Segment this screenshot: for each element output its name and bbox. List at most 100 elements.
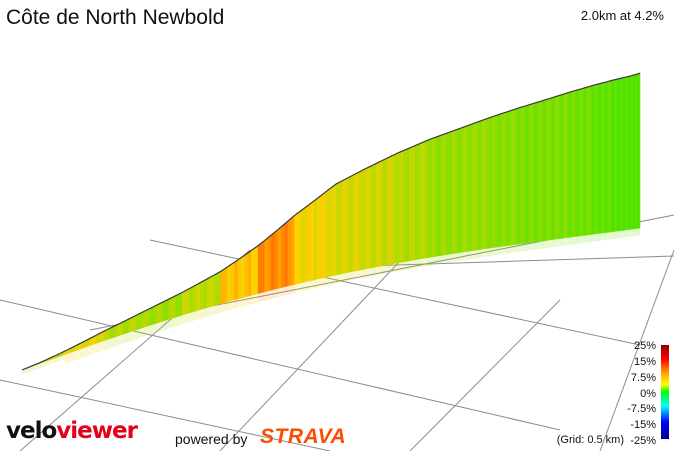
profile-segment: [432, 136, 436, 258]
profile-segment: [437, 134, 442, 257]
shadow-segment: [231, 299, 235, 310]
shadow-segment: [388, 263, 392, 273]
profile-segment: [546, 98, 550, 241]
veloviewer-logo[interactable]: veloviewer: [6, 418, 138, 448]
shadow-segment: [510, 244, 514, 254]
shadow-segment: [490, 247, 493, 257]
profile-segment: [406, 147, 410, 262]
profile-segment: [397, 151, 401, 264]
shadow-segment: [441, 255, 444, 264]
shadow-segment: [618, 230, 621, 239]
shadow-segment: [429, 256, 433, 266]
shadow-segment: [63, 353, 68, 364]
shadow-segment: [601, 232, 604, 241]
profile-segment: [489, 116, 494, 249]
profile-segment: [400, 150, 404, 263]
shadow-segment: [634, 228, 636, 237]
legend-label-7-5: 7.5%: [630, 372, 656, 384]
shadow-segment: [391, 263, 395, 273]
shadow-segment: [74, 349, 79, 361]
shadow-segment: [125, 332, 130, 343]
shadow-segment: [29, 365, 34, 372]
shadow-segment: [207, 306, 211, 317]
shadow-segment: [301, 282, 305, 292]
profile-segment: [300, 207, 305, 284]
shadow-segment: [140, 327, 144, 338]
profile-segment: [244, 252, 249, 298]
shadow-segment: [268, 290, 272, 300]
profile-segment: [290, 214, 295, 286]
profile-segment: [391, 154, 395, 265]
profile-segment: [454, 128, 459, 254]
shadow-segment: [165, 319, 169, 330]
shadow-segment: [78, 348, 82, 360]
shadow-segment: [370, 267, 374, 277]
shadow-segment: [466, 251, 469, 260]
shadow-segment: [310, 279, 314, 290]
legend-label-25: 25%: [633, 340, 656, 352]
shadow-segment: [394, 262, 398, 272]
profile-segment: [332, 183, 337, 276]
shadow-segment: [52, 357, 56, 364]
shadow-segment: [455, 252, 458, 262]
shadow-segment: [92, 343, 97, 355]
shadow-segment: [505, 245, 509, 254]
profile-segment: [500, 112, 504, 247]
profile-segment: [251, 247, 256, 296]
shadow-segment: [608, 231, 611, 240]
profile-segment: [345, 176, 350, 274]
profile-segment: [264, 236, 269, 293]
profile-segment: [281, 223, 286, 288]
shadow-segment: [492, 247, 496, 256]
shadow-segment: [261, 291, 265, 302]
shadow-segment: [251, 294, 255, 305]
shadow-segment: [518, 243, 521, 252]
shadow-segment: [294, 283, 298, 294]
profile-segment: [412, 145, 416, 261]
shadow-segment: [111, 336, 115, 348]
legend-label-15: 15%: [633, 356, 656, 368]
profile-segment: [443, 132, 448, 256]
profile-segment: [539, 100, 543, 242]
profile-segment: [479, 119, 483, 250]
shadow-segment: [44, 360, 49, 367]
profile-segment: [468, 123, 472, 252]
profile-segment: [435, 135, 439, 257]
profile-segment: [556, 95, 559, 240]
shadow-segment: [373, 266, 377, 276]
profile-segment: [558, 94, 562, 240]
shadow-segment: [89, 344, 93, 356]
profile-segment: [234, 259, 239, 301]
profile-segment: [497, 113, 501, 248]
shadow-segment: [37, 363, 41, 370]
shadow-segment: [590, 234, 593, 243]
shadow-segment: [244, 296, 249, 307]
shadow-segment: [520, 243, 524, 252]
profile-segment: [465, 124, 470, 252]
profile-segment: [567, 91, 570, 238]
shadow-segment: [632, 228, 635, 237]
shadow-segment: [158, 321, 162, 332]
shadow-segment: [599, 233, 602, 241]
shadow-segment: [403, 261, 407, 271]
profile-segment: [303, 205, 308, 283]
profile-segment: [403, 148, 407, 263]
profile-segment: [476, 120, 480, 251]
shadow-segment: [418, 258, 422, 268]
shadow-segment: [623, 229, 626, 238]
profile-segment: [129, 316, 134, 333]
shadow-segment: [484, 248, 488, 257]
shadow-segment: [297, 282, 302, 293]
profile-segment: [360, 168, 365, 271]
profile-segment: [182, 289, 187, 316]
profile-segment: [535, 101, 539, 243]
strava-logo[interactable]: STRAVA: [260, 425, 347, 448]
grid-line: [219, 239, 421, 451]
profile-segment: [357, 170, 362, 271]
profile-segment: [446, 131, 450, 255]
profile-segment: [136, 312, 141, 331]
shadow-segment: [565, 237, 568, 246]
shadow-segment: [40, 361, 45, 368]
profile-segment: [237, 256, 242, 300]
